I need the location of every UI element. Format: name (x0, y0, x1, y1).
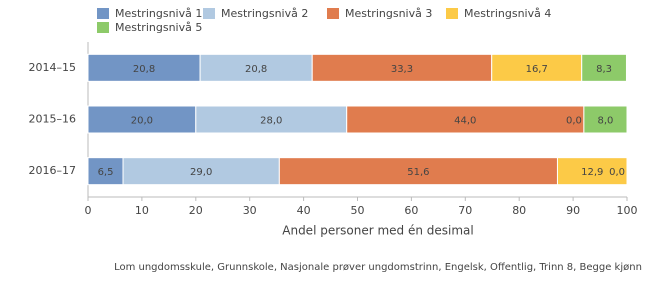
legend-label: Mestringsnivå 2 (221, 7, 308, 20)
x-tick-label: 40 (297, 204, 311, 217)
value-label: 28,0 (260, 116, 282, 127)
legend-swatch (327, 8, 339, 19)
bar-segment (491, 53, 583, 82)
value-label: 16,7 (526, 64, 548, 75)
y-tick-label: 2016–17 (29, 164, 77, 177)
value-label: 0,0 (609, 167, 625, 178)
x-tick-label: 70 (458, 204, 472, 217)
x-tick-label: 60 (404, 204, 418, 217)
x-axis-label: Andel personer med én desimal (282, 224, 474, 238)
legend-swatch (97, 8, 109, 19)
x-tick-label: 90 (566, 204, 580, 217)
value-label: 12,9 (581, 167, 603, 178)
x-tick-label: 20 (189, 204, 203, 217)
value-label: 20,8 (133, 64, 155, 75)
value-label: 20,0 (131, 116, 153, 127)
bar-segment (87, 157, 124, 186)
legend-label: Mestringsnivå 4 (464, 7, 551, 20)
legend-swatch (446, 8, 458, 19)
legend-label: Mestringsnivå 1 (115, 7, 202, 20)
bar-segment (581, 53, 627, 82)
bar-segment (556, 157, 628, 186)
legend-label: Mestringsnivå 5 (115, 21, 202, 34)
x-tick-label: 10 (135, 204, 149, 217)
x-tick-label: 80 (512, 204, 526, 217)
legend-swatch (97, 22, 109, 33)
value-label: 8,0 (597, 116, 613, 127)
legend-swatch (203, 8, 215, 19)
x-tick-label: 50 (351, 204, 365, 217)
value-label: 20,8 (245, 64, 267, 75)
bar-segment (311, 53, 493, 82)
footnote: Lom ungdomsskule, Grunnskole, Nasjonale … (114, 262, 642, 273)
value-label: 0,0 (566, 116, 582, 127)
x-tick-label: 30 (243, 204, 257, 217)
y-tick-label: 2015–16 (29, 113, 77, 126)
bar-segment (87, 105, 197, 134)
value-label: 33,3 (391, 64, 413, 75)
legend-label: Mestringsnivå 3 (345, 7, 432, 20)
bar-segment (195, 105, 348, 134)
bar-segment (122, 157, 280, 186)
value-label: 8,3 (596, 64, 612, 75)
bar-segment (199, 53, 313, 82)
x-tick-label: 0 (85, 204, 92, 217)
value-label: 51,6 (407, 167, 429, 178)
value-label: 6,5 (98, 167, 114, 178)
x-tick-label: 100 (617, 204, 638, 217)
bar-segment (583, 105, 628, 134)
value-label: 44,0 (454, 116, 476, 127)
value-label: 29,0 (190, 167, 212, 178)
y-tick-label: 2014–15 (29, 61, 77, 74)
